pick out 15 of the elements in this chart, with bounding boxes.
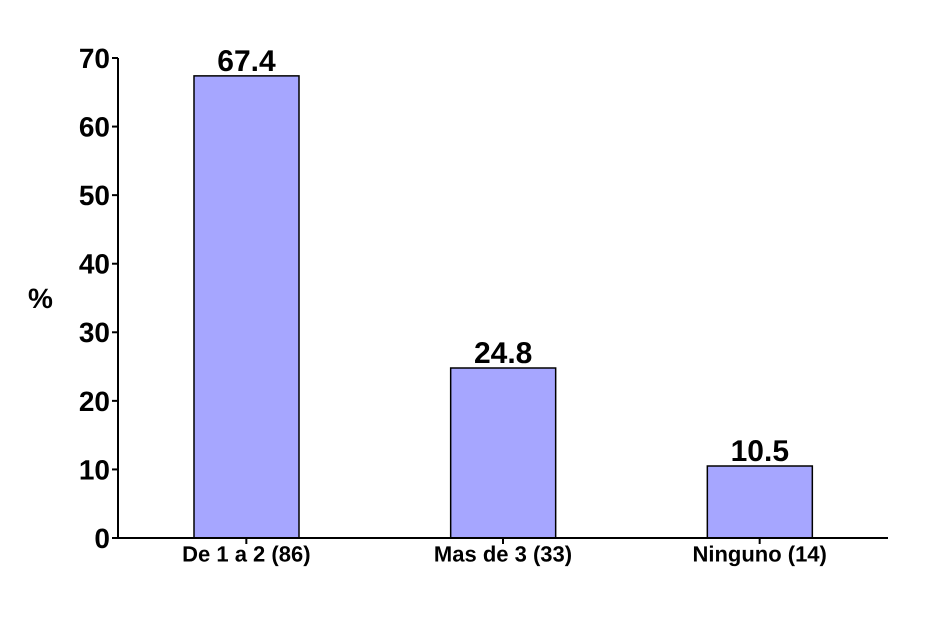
y-tick-label: 50 xyxy=(78,180,110,212)
y-axis-title: % xyxy=(28,282,53,314)
y-tick-label: 10 xyxy=(78,454,110,486)
y-tick-label: 20 xyxy=(78,386,110,417)
y-tick-label: 40 xyxy=(78,248,110,280)
y-tick-label: 60 xyxy=(78,112,110,143)
x-tick-label: Ninguno (14) xyxy=(692,542,827,567)
data-label: 24.8 xyxy=(474,336,532,370)
y-tick-label: 30 xyxy=(78,317,110,348)
data-label: 10.5 xyxy=(730,435,790,468)
y-tick-label: 0 xyxy=(94,522,110,554)
y-tick-label: 70 xyxy=(78,42,110,74)
x-tick-label: De 1 a 2 (86) xyxy=(182,542,311,567)
data-label: 67.4 xyxy=(217,44,276,78)
x-tick-label: Mas de 3 (33) xyxy=(434,542,572,567)
